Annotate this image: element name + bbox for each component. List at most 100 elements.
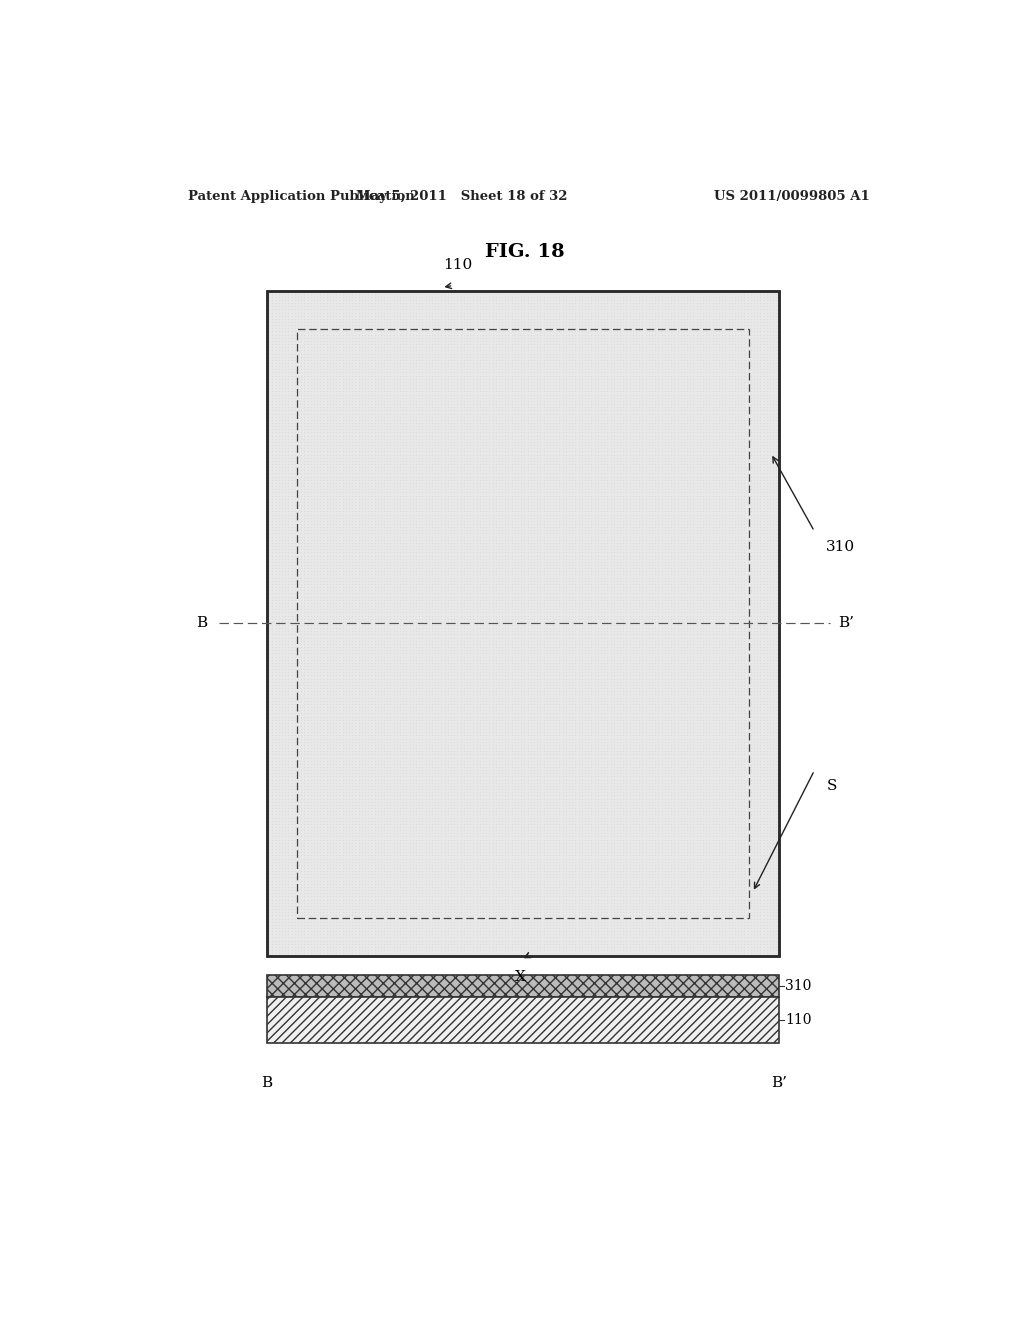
Point — [605, 450, 622, 471]
Point — [625, 428, 641, 449]
Point — [510, 942, 526, 964]
Point — [539, 829, 555, 850]
Point — [472, 826, 488, 847]
Point — [551, 618, 567, 639]
Point — [421, 407, 437, 428]
Point — [637, 339, 653, 360]
Point — [622, 700, 638, 721]
Point — [768, 296, 784, 317]
Point — [602, 330, 618, 351]
Point — [278, 552, 294, 573]
Point — [676, 469, 692, 490]
Point — [644, 858, 660, 879]
Point — [727, 595, 743, 616]
Point — [278, 473, 294, 494]
Point — [450, 861, 466, 882]
Point — [446, 412, 463, 433]
Point — [691, 940, 708, 961]
Point — [494, 681, 510, 702]
Point — [659, 744, 676, 766]
Point — [759, 609, 775, 630]
Point — [742, 672, 759, 693]
Point — [570, 577, 587, 598]
Point — [472, 738, 488, 759]
Point — [328, 520, 344, 541]
Point — [350, 788, 367, 809]
Point — [587, 305, 603, 326]
Point — [698, 838, 715, 859]
Point — [714, 391, 730, 412]
Point — [673, 583, 689, 605]
Point — [436, 498, 453, 519]
Point — [688, 684, 705, 705]
Point — [570, 759, 587, 780]
Point — [561, 561, 578, 582]
Point — [567, 289, 584, 310]
Point — [711, 845, 727, 866]
Point — [670, 375, 686, 396]
Point — [659, 296, 676, 317]
Point — [673, 693, 689, 714]
Point — [670, 381, 686, 403]
Point — [267, 391, 284, 412]
Point — [708, 545, 724, 566]
Point — [414, 832, 430, 853]
Point — [685, 378, 701, 399]
Point — [504, 577, 520, 598]
Point — [644, 611, 660, 632]
Point — [650, 861, 667, 882]
Point — [663, 924, 679, 945]
Point — [459, 731, 475, 752]
Point — [421, 583, 437, 605]
Point — [278, 554, 294, 576]
Point — [465, 643, 481, 664]
Point — [312, 718, 329, 739]
Point — [356, 323, 373, 345]
Point — [727, 804, 743, 825]
Point — [439, 940, 456, 961]
Point — [395, 352, 412, 374]
Point — [446, 836, 463, 857]
Point — [539, 822, 555, 843]
Point — [450, 314, 466, 335]
Point — [306, 874, 323, 895]
Point — [264, 488, 281, 510]
Point — [439, 652, 456, 673]
Point — [525, 851, 542, 873]
Point — [331, 393, 347, 414]
Point — [344, 883, 360, 904]
Point — [462, 352, 478, 374]
Point — [411, 577, 427, 598]
Point — [382, 690, 398, 711]
Point — [408, 463, 424, 484]
Point — [465, 609, 481, 630]
Point — [753, 636, 769, 657]
Point — [261, 337, 278, 358]
Point — [656, 314, 673, 335]
Point — [644, 552, 660, 573]
Point — [424, 661, 440, 682]
Point — [338, 756, 354, 777]
Point — [442, 511, 459, 532]
Point — [691, 766, 708, 787]
Point — [395, 309, 412, 330]
Point — [756, 770, 772, 791]
Point — [347, 652, 364, 673]
Point — [667, 634, 683, 655]
Point — [558, 738, 574, 759]
Point — [395, 488, 412, 510]
Point — [350, 640, 367, 661]
Point — [344, 323, 360, 345]
Point — [404, 781, 421, 803]
Point — [720, 334, 736, 355]
Point — [404, 668, 421, 689]
Point — [367, 428, 383, 449]
Point — [628, 731, 644, 752]
Point — [570, 785, 587, 807]
Point — [644, 539, 660, 560]
Point — [516, 573, 532, 594]
Point — [625, 706, 641, 727]
Point — [608, 722, 625, 743]
Point — [529, 924, 546, 945]
Point — [742, 847, 759, 869]
